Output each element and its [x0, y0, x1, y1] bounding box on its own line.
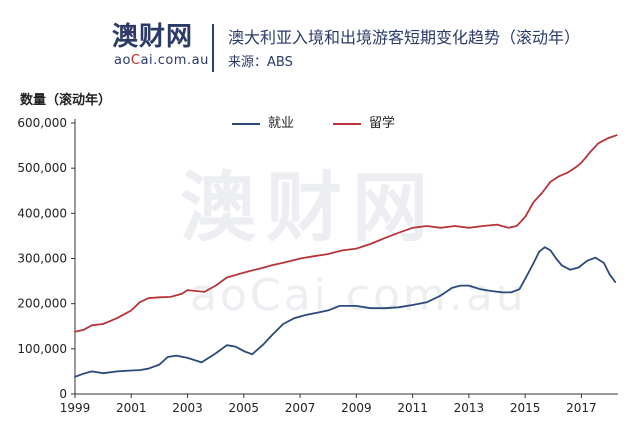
y-tick-label: 400,000	[17, 206, 67, 220]
x-tick-label: 1999	[60, 401, 91, 415]
watermark-logo: 澳财网	[180, 163, 438, 252]
x-tick-label: 2007	[285, 401, 316, 415]
series-line-study	[74, 134, 618, 333]
source-note: 来源：ABS	[228, 55, 293, 70]
y-tick-label: 100,000	[17, 342, 67, 356]
x-tick-label: 2005	[229, 401, 260, 415]
watermark-domain: aoCai.com.au	[190, 270, 527, 321]
legend-label-study: 留学	[369, 116, 396, 131]
series-line-employment	[74, 246, 617, 378]
brand-domain: aoCai.com.au	[114, 54, 209, 68]
brand-logo[interactable]: 澳财网	[112, 22, 194, 52]
x-tick-label: 2001	[116, 401, 147, 415]
y-tick-label: 600,000	[17, 116, 67, 130]
x-tick-label: 2003	[172, 401, 203, 415]
y-tick-label: 200,000	[17, 297, 67, 311]
y-tick-label: 500,000	[17, 161, 67, 175]
brand-domain-post: ai.com.au	[140, 53, 209, 68]
brand-domain-accent: C	[130, 53, 141, 68]
y-tick-label: 300,000	[17, 252, 67, 266]
x-tick-label: 2011	[397, 401, 428, 415]
legend-swatch-study	[333, 122, 361, 125]
y-axis-label: 数量（滚动年）	[20, 93, 112, 108]
x-tick-label: 2017	[566, 401, 597, 415]
header: 澳财网 aoCai.com.au 澳大利亚入境和出境游客短期变化趋势（滚动年） …	[0, 0, 640, 80]
x-tick-label: 2013	[454, 401, 485, 415]
header-divider	[212, 24, 214, 72]
legend-swatch-employment	[232, 122, 260, 125]
chart-title: 澳大利亚入境和出境游客短期变化趋势（滚动年）	[228, 28, 581, 47]
x-tick-label: 2015	[510, 401, 541, 415]
x-tick-label: 2009	[341, 401, 372, 415]
brand-domain-pre: ao	[114, 53, 131, 68]
legend-item-employment: 就业	[232, 116, 294, 132]
legend-label-employment: 就业	[268, 116, 295, 131]
legend-item-study: 留学	[333, 116, 395, 132]
y-tick-label: 0	[59, 387, 67, 401]
